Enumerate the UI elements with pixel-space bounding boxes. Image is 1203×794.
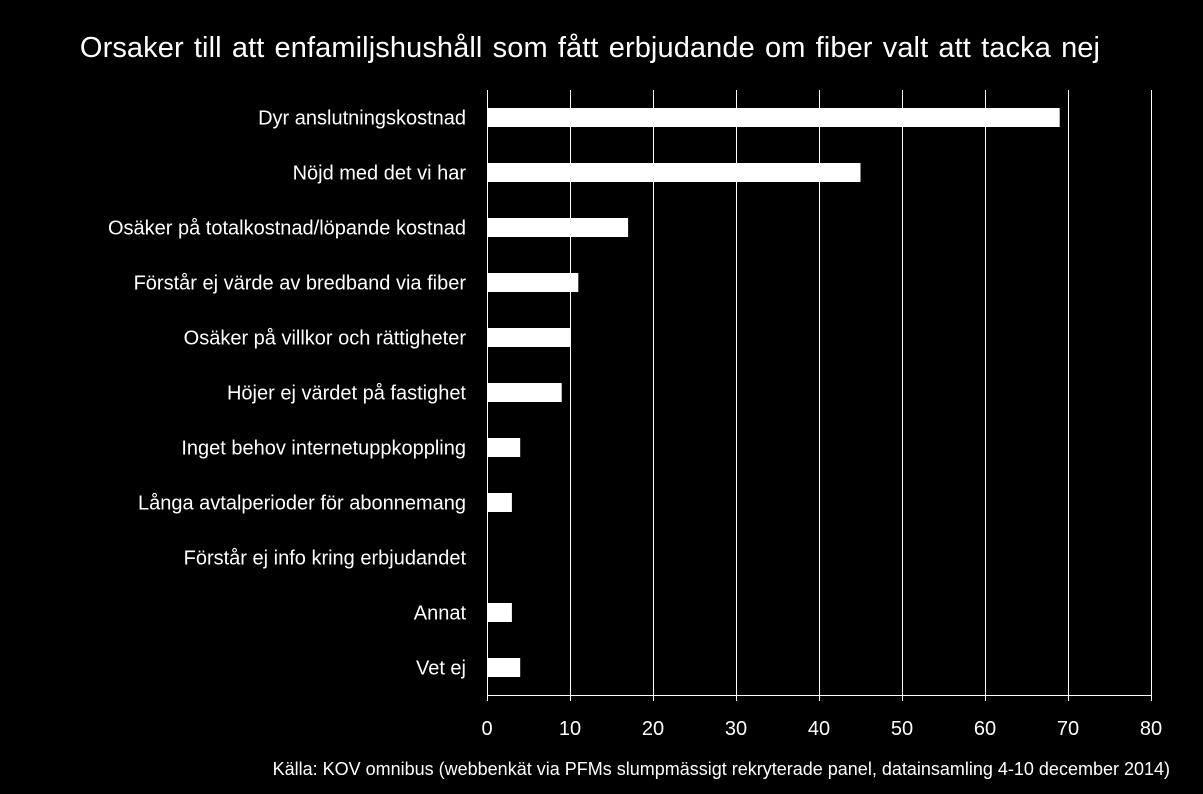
chart-title: Orsaker till att enfamiljshushåll som få… bbox=[79, 32, 1101, 64]
bar bbox=[487, 163, 861, 182]
bar bbox=[487, 328, 570, 347]
category-label: Osäker på totalkostnad/löpande kostnad bbox=[108, 218, 466, 240]
category-label: Förstår ej info kring erbjudandet bbox=[184, 548, 467, 570]
category-label: Inget behov internetuppkoppling bbox=[181, 438, 466, 460]
x-tick-label: 30 bbox=[725, 718, 747, 740]
bar bbox=[487, 273, 579, 292]
x-tick-label: 50 bbox=[891, 718, 913, 740]
bar bbox=[487, 603, 512, 622]
category-label: Vet ej bbox=[416, 658, 466, 680]
x-tick-label: 80 bbox=[1140, 718, 1162, 740]
bar bbox=[487, 658, 521, 677]
category-label: Nöjd med det vi har bbox=[293, 163, 467, 185]
category-label-layer: Dyr anslutningskostnad Nöjd med det vi ha… bbox=[108, 108, 466, 680]
grid-layer bbox=[487, 90, 1152, 701]
bar bbox=[487, 438, 521, 457]
x-tick-label: 40 bbox=[808, 718, 830, 740]
bar bbox=[487, 108, 1060, 127]
bar-layer bbox=[487, 108, 1060, 677]
category-label: Annat bbox=[414, 603, 467, 625]
category-label: Dyr anslutningskostnad bbox=[258, 108, 466, 130]
bar bbox=[487, 218, 629, 237]
x-tick-label: 70 bbox=[1057, 718, 1079, 740]
source-note: Källa: KOV omnibus (webbenkät via PFMs s… bbox=[272, 759, 1170, 779]
x-tick-label: 20 bbox=[642, 718, 664, 740]
tick-label-layer: 0 10 20 30 40 50 60 70 80 bbox=[481, 718, 1162, 740]
x-tick-label: 10 bbox=[559, 718, 581, 740]
category-label: Förstår ej värde av bredband via fiber bbox=[134, 273, 467, 295]
bar bbox=[487, 383, 562, 402]
bar bbox=[487, 493, 512, 512]
category-label: Höjer ej värdet på fastighet bbox=[227, 383, 466, 405]
category-label: Osäker på villkor och rättigheter bbox=[184, 328, 467, 350]
x-tick-label: 0 bbox=[481, 718, 492, 740]
category-label: Långa avtalperioder för abonnemang bbox=[138, 493, 466, 515]
x-tick-label: 60 bbox=[974, 718, 996, 740]
